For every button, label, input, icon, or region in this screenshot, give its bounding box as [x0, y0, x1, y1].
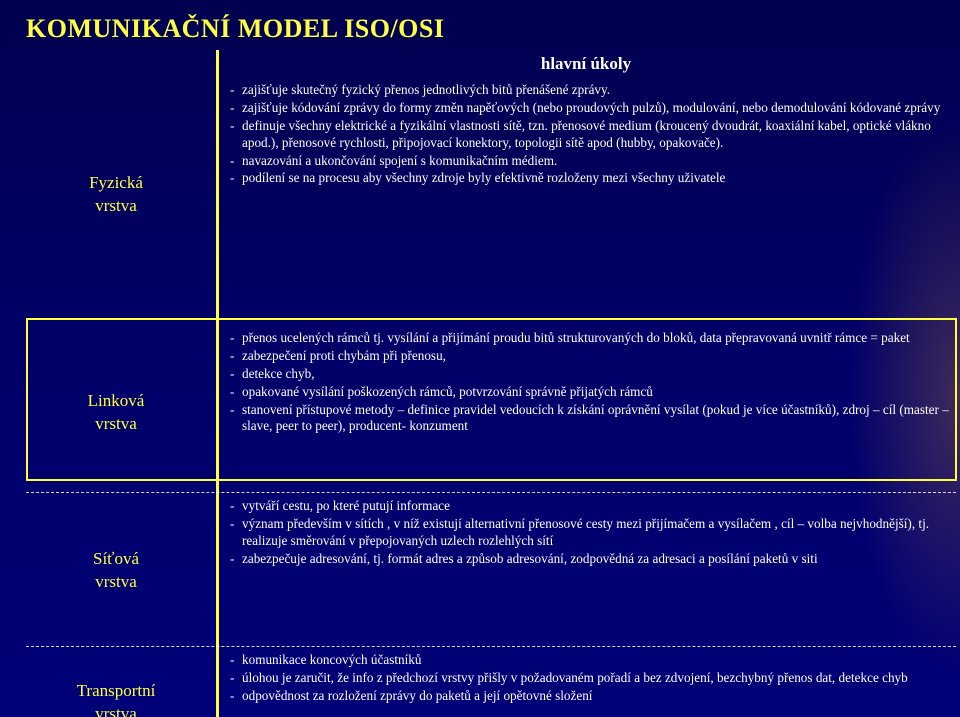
row-label: Linková vrstva	[26, 390, 206, 436]
row-label-l2: vrstva	[95, 196, 137, 215]
list-item: odpovědnost za rozložení zprávy do paket…	[230, 688, 956, 705]
column-header-text: hlavní úkoly	[541, 54, 631, 73]
list-item: zajišťuje skutečný fyzický přenos jednot…	[230, 82, 956, 99]
row-label-l1: Linková	[88, 391, 145, 410]
item-text: komunikace koncových účastníků	[242, 652, 421, 667]
slide-title: KOMUNIKAČNÍ MODEL ISO/OSI	[26, 14, 934, 44]
item-text: detekce chyb,	[242, 366, 315, 381]
item-text: opakované vysílání poškozených rámců, po…	[242, 384, 653, 399]
row-label-l1: Síťová	[93, 549, 139, 568]
row-label-l2: vrstva	[95, 414, 137, 433]
row-label: Transportní vrstva	[26, 680, 206, 717]
row-label-l2: vrstva	[95, 572, 137, 591]
list-item: zabezpečuje adresování, tj. formát adres…	[230, 551, 956, 568]
dashed-separator	[26, 646, 956, 647]
row-cell: přenos ucelených rámců tj. vysílání a př…	[230, 330, 956, 436]
list-item: přenos ucelených rámců tj. vysílání a př…	[230, 330, 956, 347]
item-text: význam především v sítích , v níž existu…	[242, 516, 929, 548]
row-label-l2: vrstva	[95, 704, 137, 717]
row-label: Fyzická vrstva	[26, 172, 206, 218]
row-cell: komunikace koncových účastníků úlohou je…	[230, 652, 956, 706]
row-label-l1: Fyzická	[89, 173, 143, 192]
list-item: opakované vysílání poškozených rámců, po…	[230, 384, 956, 401]
dashed-separator	[26, 492, 956, 493]
item-text: odpovědnost za rozložení zprávy do paket…	[242, 688, 592, 703]
column-divider	[216, 50, 219, 717]
row-cell: zajišťuje skutečný fyzický přenos jednot…	[230, 82, 956, 188]
list-item: úlohou je zaručit, že info z předchozí v…	[230, 670, 956, 687]
item-text: stanovení přístupové metody – definice p…	[242, 402, 949, 434]
list-item: definuje všechny elektrické a fyzikální …	[230, 118, 956, 152]
list-item: komunikace koncových účastníků	[230, 652, 956, 669]
item-text: zabezpečení proti chybám při přenosu,	[242, 348, 446, 363]
item-text: zabezpečuje adresování, tj. formát adres…	[242, 551, 818, 566]
item-text: zajišťuje kódování zprávy do formy změn …	[242, 100, 940, 115]
list-item: navazování a ukončování spojení s komuni…	[230, 153, 956, 170]
row-label: Síťová vrstva	[26, 548, 206, 594]
item-text: zajišťuje skutečný fyzický přenos jednot…	[242, 82, 610, 97]
row-cell: vytváří cestu, po které putují informace…	[230, 498, 956, 569]
item-text: navazování a ukončování spojení s komuni…	[242, 153, 557, 168]
list-item: význam především v sítích , v níž existu…	[230, 516, 956, 550]
item-text: podílení se na procesu aby všechny zdroj…	[242, 170, 725, 185]
list-item: detekce chyb,	[230, 366, 956, 383]
row-label-l1: Transportní	[77, 681, 156, 700]
item-text: definuje všechny elektrické a fyzikální …	[242, 118, 931, 150]
item-text: přenos ucelených rámců tj. vysílání a př…	[242, 330, 910, 345]
list-item: vytváří cestu, po které putují informace	[230, 498, 956, 515]
list-item: zabezpečení proti chybám při přenosu,	[230, 348, 956, 365]
column-header: hlavní úkoly	[226, 54, 946, 74]
item-text: vytváří cestu, po které putují informace	[242, 498, 450, 513]
list-item: podílení se na procesu aby všechny zdroj…	[230, 170, 956, 187]
item-text: úlohou je zaručit, že info z předchozí v…	[242, 670, 908, 685]
list-item: zajišťuje kódování zprávy do formy změn …	[230, 100, 956, 117]
list-item: stanovení přístupové metody – definice p…	[230, 402, 956, 436]
